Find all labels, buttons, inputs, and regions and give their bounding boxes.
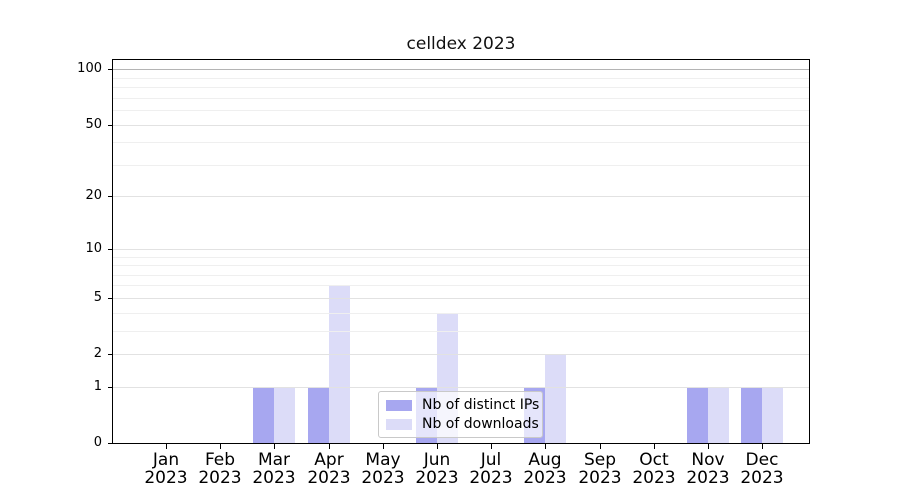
y-tick-label-0: 0 xyxy=(93,435,102,450)
x-label-year-mar: 2023 xyxy=(252,468,296,488)
bar-aug-downloads xyxy=(545,354,567,443)
bars-layer xyxy=(113,60,809,443)
x-tick-mar xyxy=(274,444,275,449)
x-label-year-apr: 2023 xyxy=(307,468,351,488)
x-label-year-jun: 2023 xyxy=(415,468,459,488)
x-label-year-oct: 2023 xyxy=(632,468,676,488)
x-tick-label-sep: Sep 2023 xyxy=(565,452,635,487)
x-label-month-mar: Mar xyxy=(257,450,291,470)
legend: Nb of distinct IPs Nb of downloads xyxy=(378,391,543,438)
y-tick-10 xyxy=(108,249,112,250)
x-tick-dec xyxy=(762,444,763,449)
y-tick-5 xyxy=(108,298,112,299)
x-label-year-dec: 2023 xyxy=(740,468,784,488)
x-tick-label-jun: Jun 2023 xyxy=(402,452,472,487)
legend-swatch-downloads-icon xyxy=(386,418,412,430)
legend-entry-distinct-ips: Nb of distinct IPs xyxy=(386,396,542,413)
bar-mar-downloads xyxy=(274,386,296,443)
y-tick-label-100: 100 xyxy=(77,61,102,76)
x-label-year-may: 2023 xyxy=(361,468,405,488)
x-label-year-nov: 2023 xyxy=(686,468,730,488)
x-label-month-feb: Feb xyxy=(204,450,236,470)
chart-title: celldex 2023 xyxy=(406,34,516,54)
x-tick-label-jan: Jan 2023 xyxy=(131,452,201,487)
x-tick-label-jul: Jul 2023 xyxy=(456,452,526,487)
bar-mar-distinct-ips xyxy=(253,386,275,443)
y-tick-100 xyxy=(108,69,112,70)
x-label-month-oct: Oct xyxy=(639,450,669,470)
x-tick-sep xyxy=(600,444,601,449)
bar-dec-downloads xyxy=(762,386,784,443)
legend-label-downloads: Nb of downloads xyxy=(422,415,539,432)
y-tick-20 xyxy=(108,196,112,197)
x-tick-label-feb: Feb 2023 xyxy=(185,452,255,487)
bar-nov-distinct-ips xyxy=(687,386,708,443)
y-tick-1 xyxy=(108,387,112,388)
y-tick-50 xyxy=(108,125,112,126)
y-tick-2 xyxy=(108,354,112,355)
x-label-year-feb: 2023 xyxy=(198,468,242,488)
x-tick-jan xyxy=(166,444,167,449)
y-tick-label-1: 1 xyxy=(93,379,102,394)
y-tick-label-5: 5 xyxy=(93,290,102,305)
x-tick-label-aug: Aug 2023 xyxy=(510,452,580,487)
legend-entry-downloads: Nb of downloads xyxy=(386,415,542,432)
x-tick-label-oct: Oct 2023 xyxy=(619,452,689,487)
x-tick-label-mar: Mar 2023 xyxy=(239,452,309,487)
legend-label-distinct-ips: Nb of distinct IPs xyxy=(422,396,540,413)
x-tick-jul xyxy=(491,444,492,449)
y-tick-0 xyxy=(108,443,112,444)
x-label-year-jul: 2023 xyxy=(469,468,513,488)
x-tick-may xyxy=(383,444,384,449)
x-label-year-aug: 2023 xyxy=(523,468,567,488)
x-tick-label-dec: Dec 2023 xyxy=(727,452,797,487)
plot-area xyxy=(112,59,810,444)
x-tick-jun xyxy=(437,444,438,449)
x-label-month-sep: Sep xyxy=(583,450,617,470)
x-label-month-dec: Dec xyxy=(745,450,779,470)
x-label-month-apr: Apr xyxy=(314,450,344,470)
bar-apr-distinct-ips xyxy=(307,386,329,443)
x-label-year-sep: 2023 xyxy=(578,468,622,488)
x-tick-nov xyxy=(708,444,709,449)
x-label-month-jan: Jan xyxy=(152,450,180,470)
x-tick-feb xyxy=(220,444,221,449)
y-tick-label-10: 10 xyxy=(85,241,102,256)
x-tick-aug xyxy=(545,444,546,449)
x-tick-label-apr: Apr 2023 xyxy=(294,452,364,487)
x-tick-label-may: May 2023 xyxy=(348,452,418,487)
y-tick-label-50: 50 xyxy=(85,117,102,132)
x-label-month-jun: Jun xyxy=(423,450,451,470)
y-tick-label-20: 20 xyxy=(85,188,102,203)
x-label-month-may: May xyxy=(365,450,401,470)
x-tick-oct xyxy=(654,444,655,449)
x-tick-label-nov: Nov 2023 xyxy=(673,452,743,487)
x-label-month-aug: Aug xyxy=(528,450,562,470)
legend-swatch-distinct-ips-icon xyxy=(386,399,412,411)
x-label-month-nov: Nov xyxy=(691,450,725,470)
y-tick-label-2: 2 xyxy=(93,346,102,361)
x-tick-apr xyxy=(329,444,330,449)
bar-apr-downloads xyxy=(328,285,350,443)
x-label-year-jan: 2023 xyxy=(144,468,188,488)
bar-nov-downloads xyxy=(708,386,729,443)
bar-dec-distinct-ips xyxy=(741,386,763,443)
x-label-month-jul: Jul xyxy=(480,450,502,470)
